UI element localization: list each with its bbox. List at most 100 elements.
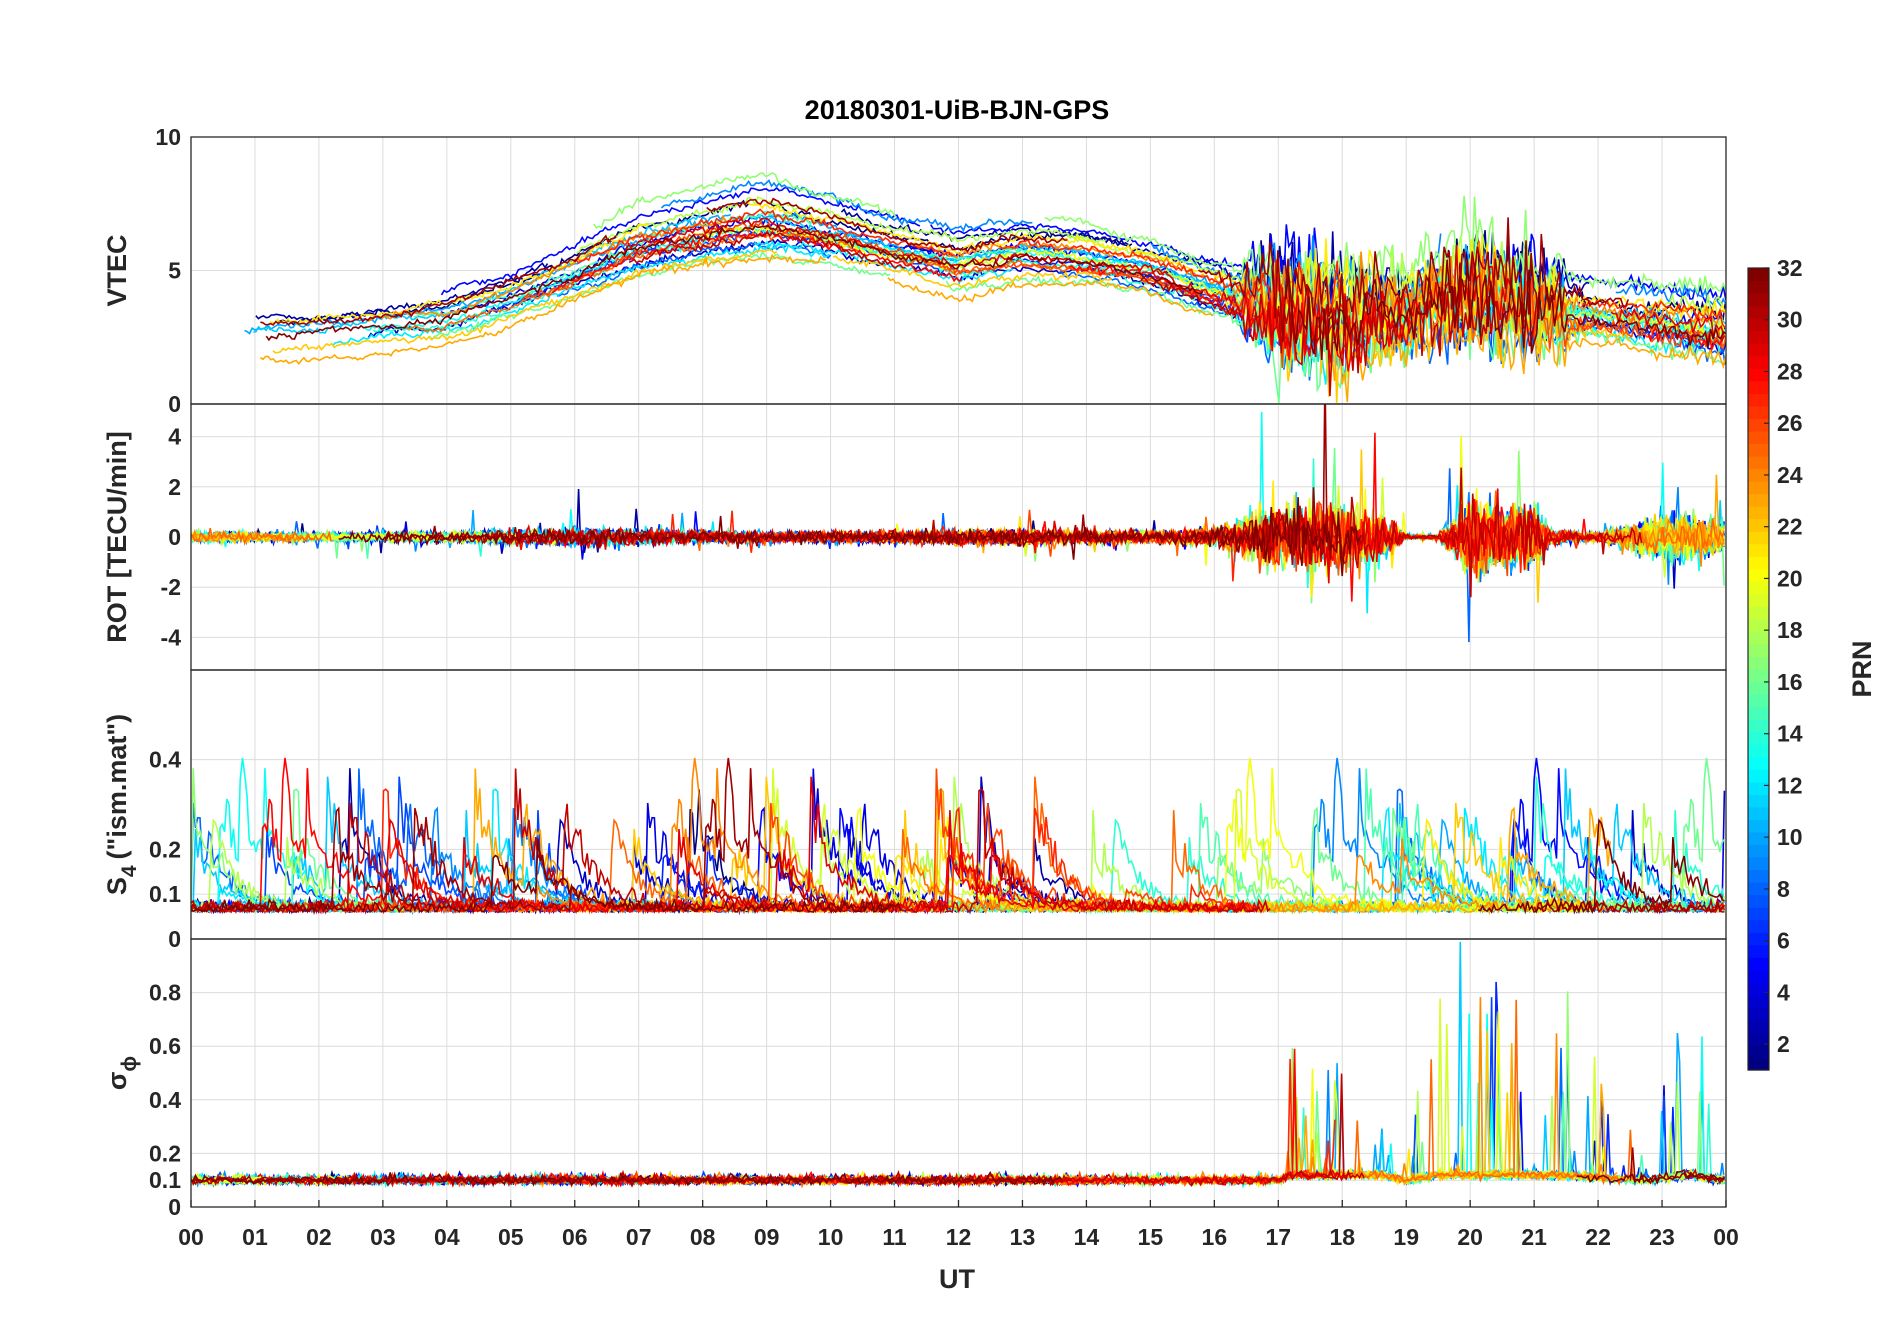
colorbar-segment: [1748, 806, 1769, 820]
prn-series-line: [421, 999, 1636, 1189]
x-tick-label: 07: [626, 1224, 652, 1250]
prn-series-line: [1423, 255, 1726, 350]
colorbar-segment: [1748, 280, 1769, 294]
colorbar-segment: [1748, 731, 1769, 745]
y-tick-label: 0.2: [149, 1140, 181, 1166]
prn-series-line: [191, 1168, 1725, 1187]
colorbar-segment: [1748, 355, 1769, 369]
colorbar-segment: [1748, 293, 1769, 307]
colorbar-segment: [1748, 769, 1769, 783]
x-tick-label: 11: [882, 1224, 907, 1250]
colorbar-tick-label: 18: [1777, 617, 1803, 643]
prn-series-line: [716, 224, 1204, 295]
s4-panel: 0 0.1 0.2 0.4 S4("ism.mat"): [102, 669, 1727, 952]
vtec-series-group: [244, 172, 1726, 403]
prn-series-line: [191, 757, 1725, 916]
colorbar-segment: [1748, 669, 1769, 683]
y-tick-label: -2: [161, 574, 181, 600]
colorbar-tick-label: 8: [1777, 876, 1790, 902]
y-tick-label: 10: [155, 124, 181, 150]
x-tick-label: 23: [1649, 1224, 1675, 1250]
colorbar-segment: [1748, 506, 1769, 520]
prn-series-line: [477, 997, 1627, 1187]
rot-y-label: ROT [TECU/min]: [102, 431, 132, 642]
x-tick-label: 16: [1202, 1224, 1228, 1250]
y-tick-label: 0.4: [149, 747, 181, 773]
prn-series-line: [584, 1030, 1607, 1187]
prn-series-line: [332, 242, 830, 346]
prn-series-line: [259, 253, 826, 365]
y-tick-label: 0: [168, 524, 181, 550]
colorbar-segment: [1748, 268, 1769, 282]
prn-series-line: [191, 818, 1725, 915]
colorbar-segment: [1748, 932, 1769, 946]
colorbar-segment: [1748, 393, 1769, 407]
prn-series-line: [753, 240, 1014, 284]
vtec-y-label: VTEC: [102, 234, 132, 306]
colorbar-segment: [1748, 794, 1769, 808]
prn-series-line: [486, 227, 968, 316]
colorbar-segment: [1748, 1057, 1769, 1071]
prn-series-line: [265, 229, 723, 342]
x-tick-label: 06: [562, 1224, 588, 1250]
prn-series-line: [622, 217, 1165, 276]
x-tick-label: 13: [1010, 1224, 1036, 1250]
colorbar-segment: [1748, 330, 1769, 344]
prn-series-line: [576, 196, 1106, 254]
colorbar-segment: [1748, 681, 1769, 695]
x-tick-label: 18: [1329, 1224, 1355, 1250]
y-tick-label: 0.2: [149, 836, 181, 862]
prn-series-line: [1285, 259, 1726, 360]
prn-series-line: [428, 250, 891, 341]
colorbar-segment: [1748, 969, 1769, 983]
vtec-panel: 0 5 10 VTEC: [102, 124, 1727, 417]
prn-series-line: [593, 172, 897, 230]
colorbar-tick-label: 32: [1777, 255, 1803, 281]
prn-series-line: [637, 1080, 1598, 1188]
colorbar-segment: [1748, 318, 1769, 332]
colorbar-segment: [1748, 418, 1769, 432]
prn-series-line: [269, 223, 650, 327]
rot-panel: -4 -2 0 2 4 ROT [TECU/min]: [102, 403, 1727, 671]
prn-series-line: [660, 179, 1033, 233]
colorbar-segment: [1748, 894, 1769, 908]
colorbar-segment: [1748, 443, 1769, 457]
y-tick-label: 0.1: [149, 1167, 181, 1193]
colorbar-segment: [1748, 343, 1769, 357]
colorbar-segment: [1748, 380, 1769, 394]
colorbar-segment: [1748, 781, 1769, 795]
colorbar-segment: [1748, 944, 1769, 958]
x-tick-label: 15: [1138, 1224, 1164, 1250]
colorbar-tick-label: 28: [1777, 358, 1803, 384]
colorbar-segment: [1748, 957, 1769, 971]
colorbar-segment: [1748, 556, 1769, 570]
x-tick-label: 19: [1393, 1224, 1419, 1250]
y-tick-label: 4: [168, 424, 181, 450]
x-tick-label: 10: [818, 1224, 844, 1250]
colorbar-segment: [1748, 468, 1769, 482]
colorbar-segment: [1748, 455, 1769, 470]
prn-series-line: [628, 231, 906, 269]
prn-series-line: [367, 214, 729, 322]
colorbar-segment: [1748, 719, 1769, 733]
prn-series-line: [1198, 217, 1630, 347]
x-tick-label: 17: [1265, 1224, 1291, 1250]
colorbar-segment: [1748, 1044, 1769, 1059]
colorbar-tick-label: 20: [1777, 565, 1803, 591]
prn-series-line: [706, 197, 1068, 253]
colorbar-segment: [1748, 368, 1769, 382]
prn-series-line: [887, 277, 1214, 317]
colorbar-segment: [1748, 643, 1769, 658]
prn-series-line: [440, 186, 921, 296]
y-tick-label: 0: [168, 926, 181, 952]
prn-series-line: [260, 234, 617, 326]
colorbar-segment: [1748, 856, 1769, 871]
prn-series-line: [840, 208, 1347, 336]
prn-series-line: [257, 1048, 1345, 1187]
colorbar-tick-label: 24: [1777, 462, 1803, 488]
colorbar-label: PRN: [1847, 640, 1877, 697]
chart-title: 20180301-UiB-BJN-GPS: [805, 95, 1110, 125]
colorbar-segment: [1748, 656, 1769, 670]
